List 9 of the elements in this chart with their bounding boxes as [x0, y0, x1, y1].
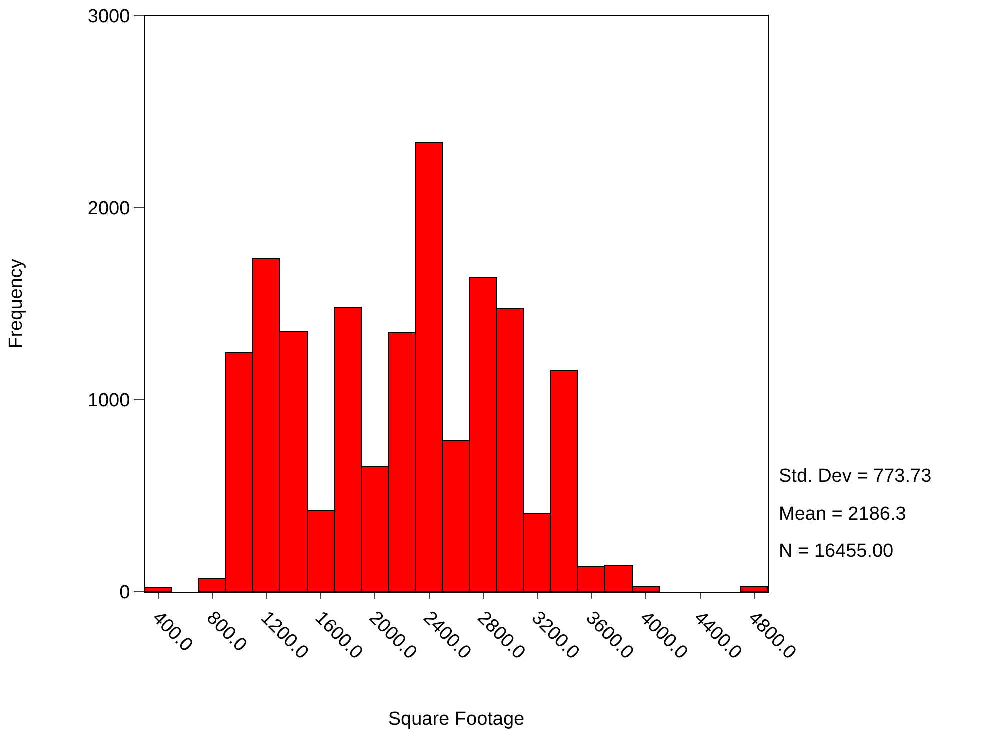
x-axis-title: Square Footage — [388, 709, 525, 730]
y-tick-label: 2000 — [88, 198, 130, 220]
y-tick-label: 1000 — [88, 390, 130, 412]
y-tick-label: 0 — [120, 582, 130, 604]
y-tick-label: 3000 — [88, 6, 130, 28]
text: N = 16455.00 — [779, 541, 894, 562]
text: Mean = 2186.3 — [779, 504, 906, 525]
text: Std. Dev = 773.73 — [779, 466, 932, 487]
y-axis-title: Frequency — [6, 258, 27, 349]
